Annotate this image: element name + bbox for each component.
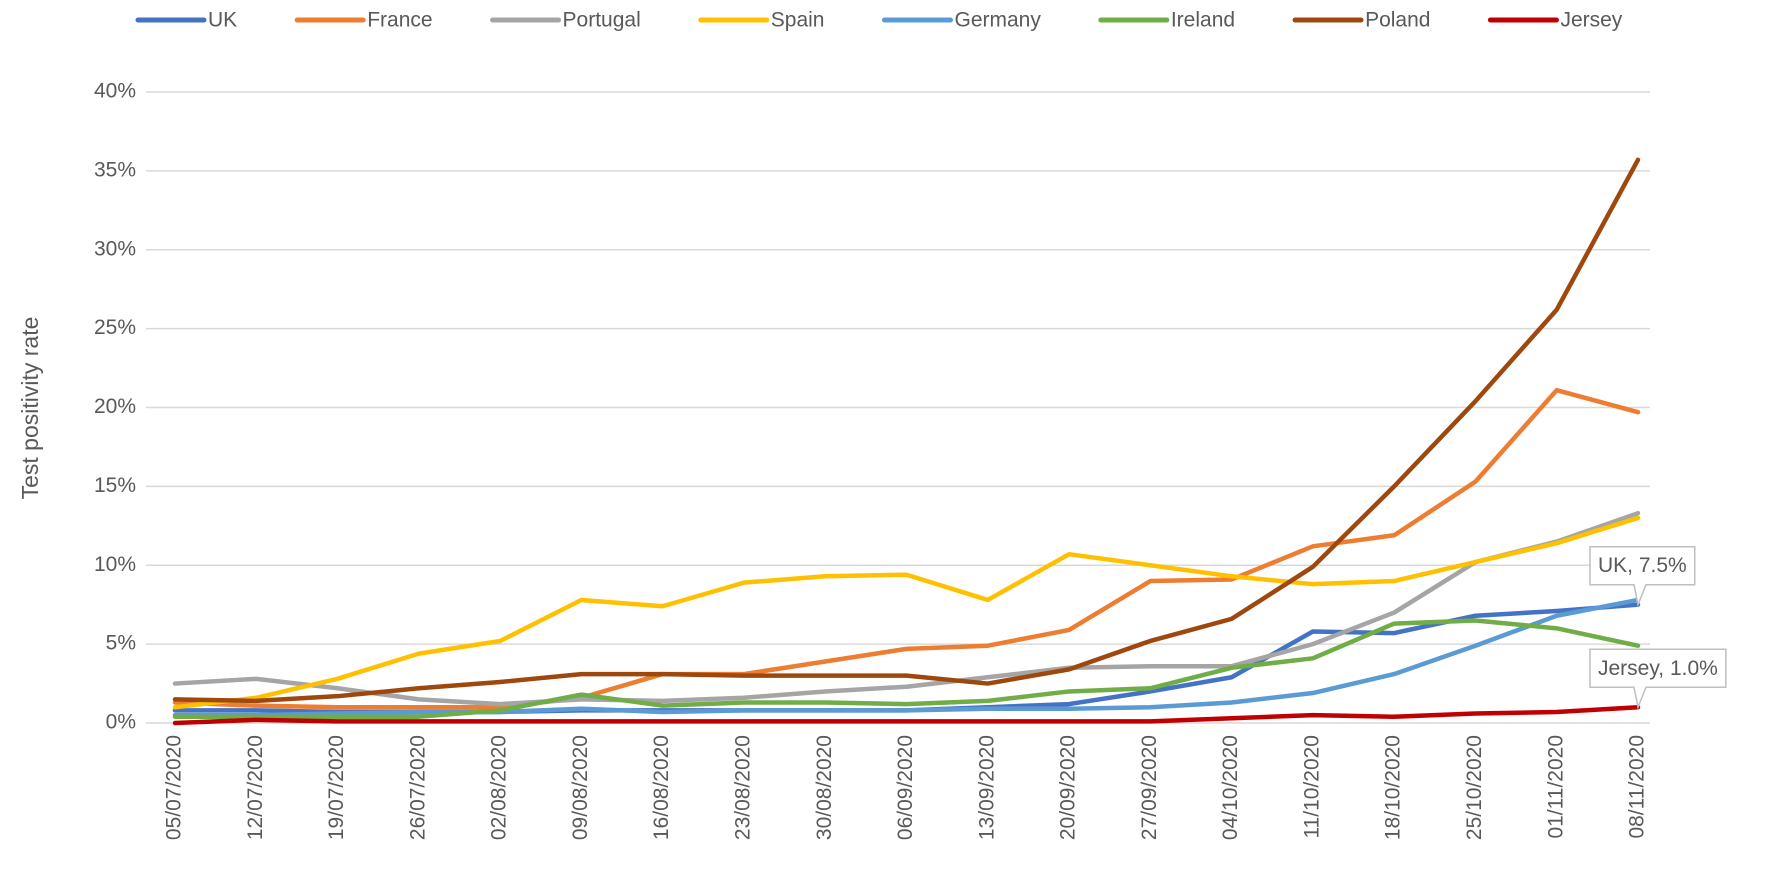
x-tick-label: 11/10/2020	[1300, 735, 1323, 839]
legend-label: Spain	[771, 9, 825, 32]
y-tick-label: 35%	[94, 158, 136, 181]
legend-label: Poland	[1365, 9, 1430, 32]
series-line	[172, 618, 1641, 719]
legend-label: UK	[208, 9, 237, 32]
legend-item: Jersey	[1487, 9, 1623, 32]
y-tick-label: 20%	[94, 395, 136, 418]
x-tick-label: 26/07/2020	[406, 735, 429, 840]
legend-item: Poland	[1292, 9, 1430, 32]
series-line	[172, 704, 1641, 726]
legend-item: France	[294, 9, 433, 32]
x-tick-label: 23/08/2020	[731, 735, 754, 840]
x-tick-label: 08/11/2020	[1626, 735, 1649, 839]
callout-label: Jersey, 1.0%	[1598, 657, 1718, 680]
y-tick-label: 15%	[94, 474, 136, 497]
x-tick-label: 27/09/2020	[1138, 735, 1161, 840]
x-tick-label: 01/11/2020	[1544, 735, 1567, 839]
legend-item: Germany	[881, 9, 1041, 32]
legend-item: Spain	[698, 9, 825, 32]
x-tick-label: 20/09/2020	[1057, 735, 1080, 840]
x-tick-label: 04/10/2020	[1219, 735, 1242, 840]
series-line	[172, 157, 1641, 704]
x-tick-label: 30/08/2020	[813, 735, 836, 840]
series-line	[172, 515, 1641, 710]
y-axis-label: Test positivity rate	[17, 317, 43, 500]
x-tick-label: 02/08/2020	[488, 735, 511, 840]
y-tick-label: 10%	[94, 553, 136, 576]
x-tick-label: 05/07/2020	[163, 735, 186, 840]
callout-box	[1589, 648, 1727, 710]
legend-label: Jersey	[1560, 9, 1622, 32]
x-tick-label: 06/09/2020	[894, 735, 917, 840]
callout-box	[1589, 545, 1696, 608]
legend-item: Ireland	[1098, 9, 1235, 32]
x-tick-label: 12/07/2020	[244, 735, 267, 840]
series-line	[172, 387, 1641, 710]
y-tick-label: 5%	[106, 632, 136, 655]
legend-label: France	[367, 9, 432, 32]
legend-label: Germany	[954, 9, 1041, 32]
y-tick-label: 25%	[94, 316, 136, 339]
y-tick-label: 30%	[94, 237, 136, 260]
x-tick-label: 13/09/2020	[975, 735, 998, 840]
series-line	[172, 510, 1641, 707]
x-tick-label: 09/08/2020	[569, 735, 592, 840]
callout: UK, 7.5%	[1589, 545, 1696, 608]
y-tick-label: 40%	[94, 80, 136, 103]
x-tick-label: 18/10/2020	[1382, 735, 1405, 840]
legend-item: Portugal	[490, 9, 641, 32]
legend-item: UK	[135, 9, 237, 32]
x-tick-label: 16/08/2020	[650, 735, 673, 840]
series-line	[172, 597, 1641, 718]
legend-label: Ireland	[1171, 9, 1235, 32]
legend-label: Portugal	[563, 9, 641, 32]
callout: Jersey, 1.0%	[1589, 648, 1727, 710]
callout-label: UK, 7.5%	[1598, 554, 1687, 577]
x-tick-label: 25/10/2020	[1463, 735, 1486, 840]
y-tick-label: 0%	[106, 711, 136, 734]
x-tick-label: 19/07/2020	[325, 735, 348, 840]
